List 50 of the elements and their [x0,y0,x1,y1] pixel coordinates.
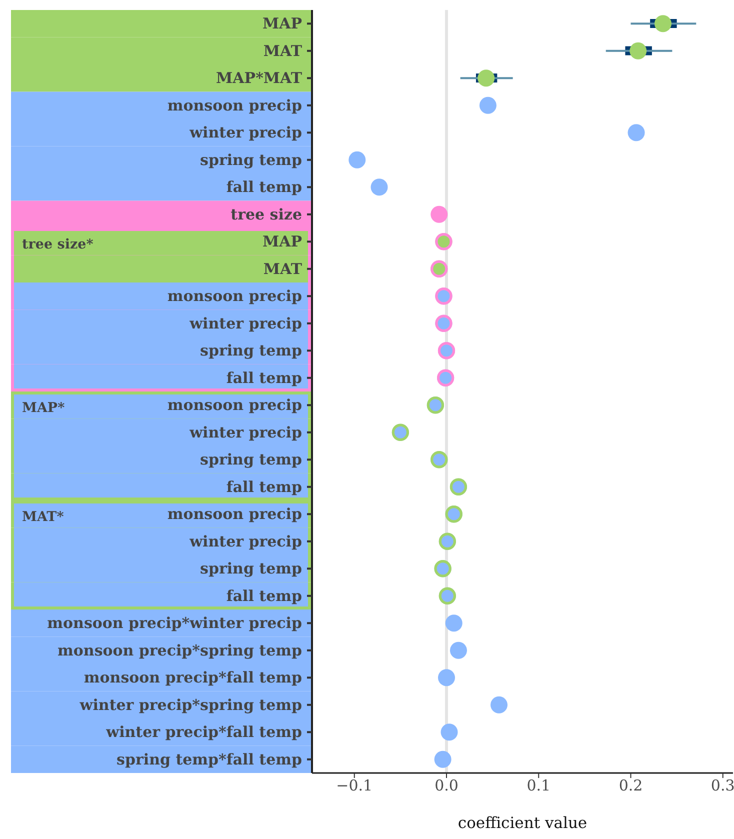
y-tick-label: MAT [263,42,303,60]
point [434,750,452,768]
y-tick-label: monsoon precip [167,396,302,414]
y-tick-label: winter precip [188,532,302,550]
y-tick-label: fall temp [226,586,302,605]
point [479,96,496,114]
y-tick-label: monsoon precip*winter precip [47,614,302,632]
point [654,15,672,32]
x-tick-label: 0.1 [526,776,551,795]
x-axis-title: coefficient value [458,814,588,832]
x-tick-label: −0.1 [336,776,373,795]
y-tick-label: spring temp [200,150,302,169]
point [490,696,508,714]
x-tick-label: 0.0 [434,776,458,795]
x-tick-label: 0.2 [618,776,643,795]
point [630,42,647,60]
point [438,669,455,686]
y-tick-label: winter precip*fall temp [105,723,302,742]
point [445,614,462,632]
y-tick-label: spring temp [200,450,302,469]
text: MAT* [22,509,64,526]
y-tick-label: MAP [262,232,302,251]
y-tick-label: MAP*MAT [216,69,303,88]
point [440,724,458,741]
point [478,70,495,87]
y-tick-label: fall temp [226,478,302,496]
y-tick-label: spring temp*fall temp [116,750,302,768]
y-tick-label: MAT [263,260,303,278]
point [450,642,467,659]
text: tree size* [22,236,94,253]
x-tick-label: 0.3 [710,776,734,795]
point [348,151,366,168]
point [628,124,645,142]
y-tick-label: monsoon precip [167,287,302,306]
y-tick-label: monsoon precip [167,505,302,524]
text: MAP* [22,400,65,416]
y-tick-label: winter precip [188,423,302,442]
y-tick-label: winter precip [188,314,302,332]
y-tick-label: fall temp [226,368,302,387]
y-tick-label: fall temp [226,178,302,196]
y-tick-label: spring temp [200,560,302,578]
point [370,178,388,196]
y-tick-label: winter precip [188,124,302,142]
y-tick-label: spring temp [200,342,302,360]
y-tick-label: MAP [262,14,302,33]
y-tick-label: monsoon precip*fall temp [84,668,302,687]
y-tick-label: winter precip*spring temp [78,696,302,714]
y-tick-label: monsoon precip*spring temp [58,641,302,660]
y-tick-label: tree size [230,205,302,224]
y-tick-label: monsoon precip [167,96,302,114]
